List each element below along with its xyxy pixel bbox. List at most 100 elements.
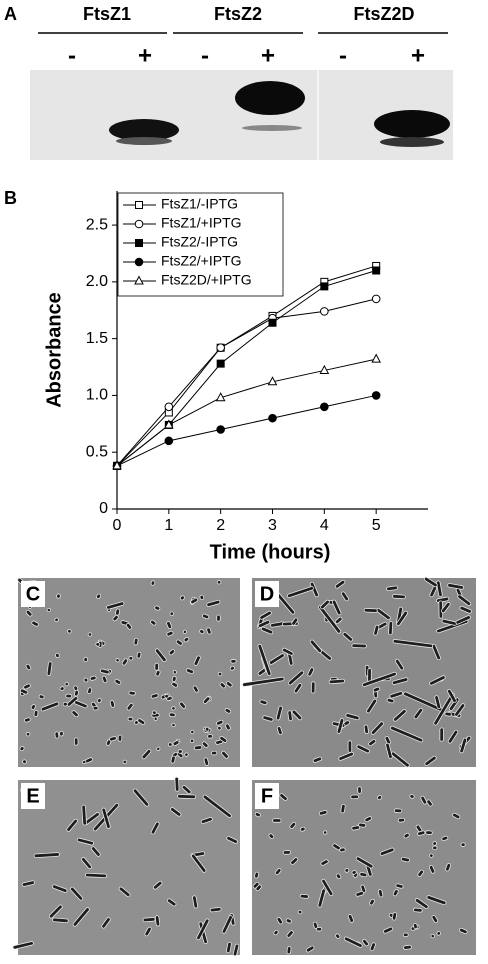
cell (87, 632, 93, 637)
cell (350, 794, 359, 800)
cell (452, 812, 461, 820)
cell (370, 721, 384, 735)
cell (167, 898, 177, 907)
cell (177, 749, 183, 754)
cell (190, 729, 195, 735)
cell (19, 688, 29, 695)
cell (259, 699, 268, 706)
line-chart: B 0 0.5 1.0 1.5 2.0 2.5 0 1 2 3 4 5 Time (hours) Absor… (4, 188, 428, 563)
cell (230, 659, 237, 664)
cell (52, 884, 68, 893)
cell (394, 658, 405, 671)
panel-label-box (255, 581, 279, 607)
cell (204, 726, 210, 732)
cell (413, 907, 423, 913)
cell (441, 835, 449, 842)
cell (46, 661, 53, 676)
cell (54, 617, 59, 622)
lane-label: + (411, 42, 425, 69)
cell (286, 930, 294, 938)
cell (373, 624, 380, 636)
cell (170, 755, 176, 764)
cell (351, 643, 367, 649)
cell (455, 615, 471, 625)
cell (65, 693, 73, 699)
cell (211, 750, 218, 756)
cell (168, 712, 176, 718)
cell (221, 750, 229, 759)
cell (413, 923, 418, 930)
cell (183, 636, 190, 643)
legend-box (117, 192, 284, 297)
cell (70, 886, 84, 901)
legend-label: FtsZ2/+IPTG (161, 253, 242, 269)
series-line (116, 358, 377, 467)
band (242, 125, 302, 131)
cell (117, 734, 123, 742)
marker (319, 364, 330, 374)
cell (268, 833, 275, 839)
cell (344, 868, 350, 873)
cell (167, 742, 173, 747)
cell (89, 675, 97, 681)
cell (56, 593, 61, 599)
cell (154, 648, 167, 663)
cell (377, 795, 383, 801)
cell (171, 723, 176, 728)
cell (55, 652, 60, 659)
cell (25, 663, 32, 671)
cell (447, 583, 464, 590)
cell (196, 918, 210, 941)
cell (137, 718, 146, 725)
cell (25, 609, 33, 617)
cell (206, 599, 221, 607)
cell (459, 927, 468, 935)
cell (154, 915, 161, 927)
cell (40, 701, 60, 712)
cell (445, 863, 452, 872)
cell (101, 675, 108, 684)
cell (207, 734, 214, 739)
cell (114, 678, 122, 685)
cell (82, 760, 87, 765)
cell (216, 580, 222, 585)
cell (127, 716, 134, 722)
cell (364, 816, 372, 823)
marker (216, 343, 225, 353)
cell (219, 682, 226, 689)
cell (323, 830, 328, 835)
cell (429, 853, 434, 858)
cell (400, 856, 411, 863)
cell (396, 610, 408, 626)
cell (320, 599, 330, 610)
cell (115, 658, 120, 663)
cell (454, 703, 466, 717)
cell (152, 880, 163, 890)
cell (341, 591, 349, 602)
cell (258, 619, 271, 628)
cell (390, 751, 410, 768)
lane-label: + (138, 42, 152, 69)
cell (386, 697, 395, 704)
marker (320, 307, 329, 316)
micrographs: C D E F (12, 576, 476, 957)
cell (293, 682, 303, 694)
cell (356, 744, 370, 754)
cell (361, 671, 397, 687)
cell (459, 605, 472, 614)
cell (420, 795, 428, 805)
cell (174, 776, 180, 792)
cell (226, 836, 238, 844)
marker (134, 219, 144, 229)
cell (171, 676, 177, 682)
cell (121, 658, 129, 666)
cell (282, 647, 294, 656)
cell (67, 629, 72, 634)
cell (339, 847, 346, 853)
cell (172, 669, 177, 675)
cell (91, 846, 101, 857)
cell (150, 693, 159, 699)
cell (106, 601, 125, 610)
cell (429, 675, 446, 686)
